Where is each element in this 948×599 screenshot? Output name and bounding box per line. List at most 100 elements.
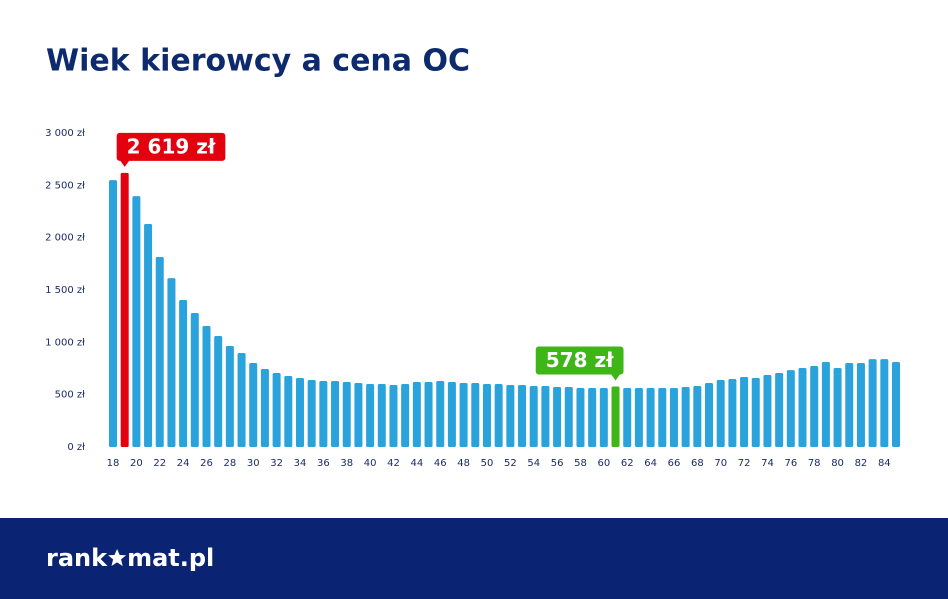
bar — [576, 387, 585, 447]
value-callout: 578 zł — [535, 346, 624, 381]
x-tick-label: 72 — [738, 458, 751, 469]
x-tick-label: 54 — [527, 458, 540, 469]
value-label: 578 zł — [546, 348, 614, 372]
x-tick-label: 62 — [621, 458, 634, 469]
bar — [354, 383, 363, 447]
bar — [669, 387, 678, 447]
bar — [763, 374, 772, 447]
bar — [109, 180, 117, 447]
bar — [599, 387, 608, 447]
x-tick-label: 18 — [107, 458, 120, 469]
value-label: 2 619 zł — [127, 134, 216, 158]
bar — [214, 336, 223, 447]
x-tick-label: 22 — [153, 458, 166, 469]
bar — [833, 367, 842, 447]
bar — [260, 369, 269, 447]
x-tick-label: 64 — [644, 458, 657, 469]
y-tick-label: 500 zł — [55, 390, 86, 401]
value-callout: 2 619 zł — [116, 132, 226, 167]
x-tick-label: 48 — [457, 458, 470, 469]
bar — [342, 382, 351, 447]
x-tick-label: 76 — [784, 458, 797, 469]
bar — [810, 365, 819, 447]
bar — [611, 386, 620, 447]
bar — [751, 378, 760, 447]
bar — [120, 172, 129, 448]
bar — [225, 345, 234, 447]
bar — [155, 257, 164, 447]
bar — [167, 278, 176, 447]
y-tick-label: 2 000 zł — [45, 233, 85, 244]
x-tick-label: 66 — [668, 458, 681, 469]
x-tick-label: 68 — [691, 458, 704, 469]
bar — [132, 196, 141, 447]
bar — [190, 313, 199, 447]
callout-box — [116, 132, 226, 161]
bar — [412, 382, 421, 447]
bar — [377, 383, 386, 447]
bar — [693, 385, 702, 447]
bar — [880, 359, 889, 447]
bar — [658, 387, 667, 447]
logo-text: mat.pl — [127, 544, 214, 572]
callout-box — [535, 346, 624, 375]
bar — [272, 373, 281, 447]
bar — [634, 387, 643, 447]
bar — [716, 380, 725, 447]
bar — [564, 387, 573, 447]
bar — [436, 381, 445, 447]
bar — [705, 383, 714, 447]
bar — [588, 387, 597, 447]
chart-title: Wiek kierowcy a cena OC — [46, 44, 470, 79]
x-tick-label: 32 — [270, 458, 283, 469]
x-tick-label: 58 — [574, 458, 587, 469]
bar — [681, 387, 690, 447]
x-tick-label: 80 — [831, 458, 844, 469]
bar — [494, 383, 503, 447]
bar — [459, 383, 468, 447]
x-tick-label: 44 — [410, 458, 423, 469]
x-tick-label: 26 — [200, 458, 213, 469]
bar — [868, 359, 877, 447]
bar — [728, 378, 737, 447]
x-tick-label: 56 — [551, 458, 564, 469]
x-tick-label: 52 — [504, 458, 517, 469]
bar — [202, 326, 211, 447]
bar — [331, 381, 340, 447]
bar — [518, 385, 527, 447]
bar — [553, 387, 562, 447]
x-tick-label: 50 — [481, 458, 494, 469]
x-tick-label: 84 — [878, 458, 891, 469]
bar — [482, 383, 491, 447]
x-tick-label: 42 — [387, 458, 400, 469]
x-tick-label: 70 — [714, 458, 727, 469]
x-tick-label: 34 — [294, 458, 307, 469]
x-tick-label: 24 — [177, 458, 190, 469]
bar — [541, 385, 550, 447]
bar — [506, 385, 515, 447]
x-tick-label: 74 — [761, 458, 774, 469]
x-tick-label: 38 — [340, 458, 353, 469]
bar — [798, 367, 807, 447]
x-tick-label: 40 — [364, 458, 377, 469]
bar — [144, 224, 153, 447]
bar — [821, 362, 830, 447]
x-tick-label: 60 — [597, 458, 610, 469]
bar — [237, 353, 246, 447]
bar — [284, 376, 293, 447]
bar — [319, 381, 328, 447]
y-tick-label: 1 000 zł — [45, 337, 85, 348]
bar — [179, 300, 188, 447]
bar — [775, 373, 784, 447]
callout-pointer — [119, 159, 130, 167]
y-tick-label: 3 000 zł — [45, 128, 85, 139]
logo-star — [108, 549, 127, 566]
y-tick-label: 1 500 zł — [45, 285, 85, 296]
bar — [366, 383, 375, 447]
y-tick-label: 0 zł — [67, 442, 85, 453]
x-tick-label: 78 — [808, 458, 821, 469]
bar — [295, 378, 304, 447]
x-tick-label: 46 — [434, 458, 447, 469]
x-tick-label: 30 — [247, 458, 260, 469]
